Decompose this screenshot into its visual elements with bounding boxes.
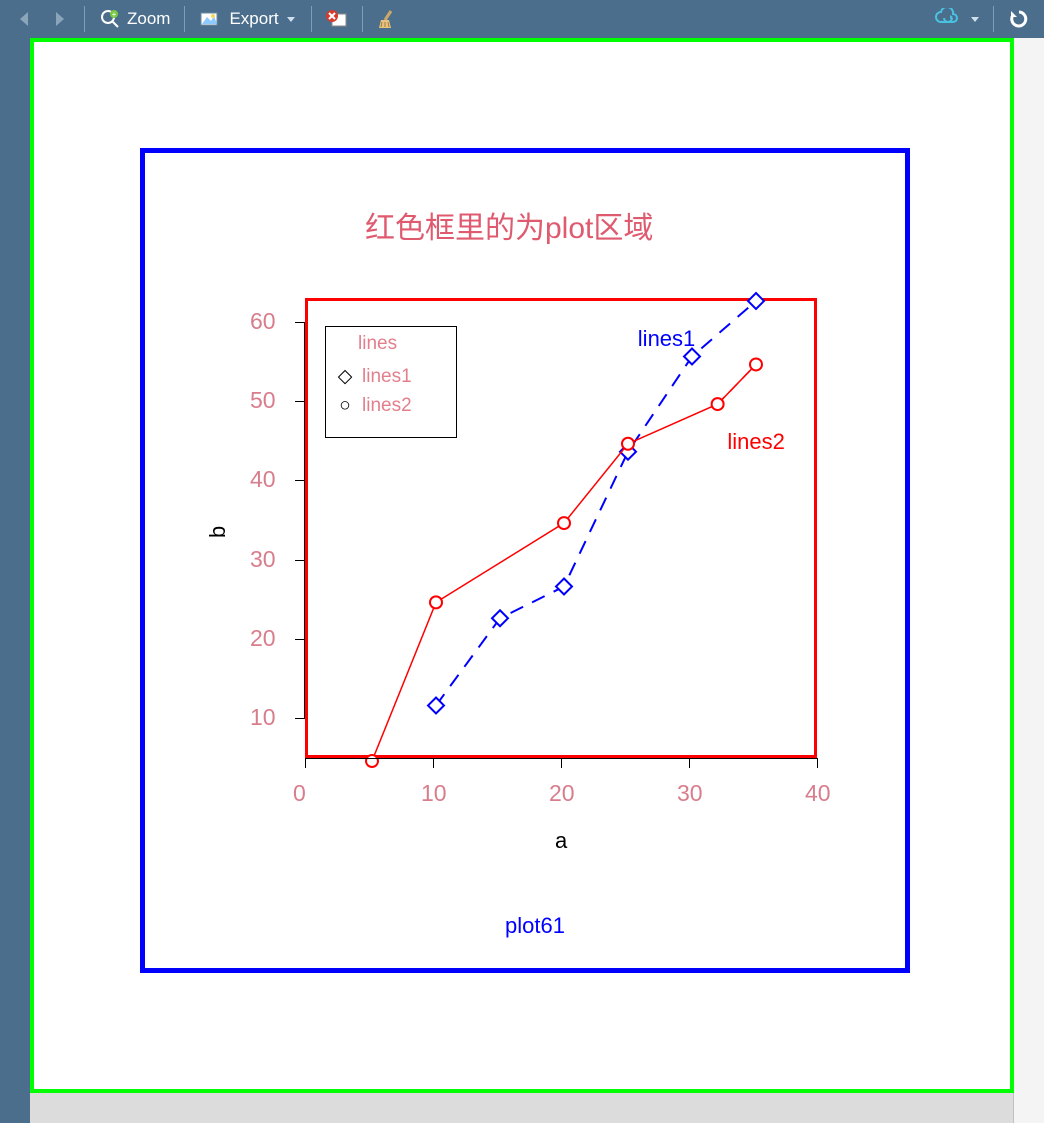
reload-button[interactable] [1002,4,1036,34]
diamond-icon: ◇ [336,365,354,388]
toolbar-separator [993,6,994,32]
plot-canvas: 红色框里的为plot区域 102030405060 010203040 a b … [30,38,1014,1093]
diamond-marker [556,579,572,595]
plot-title: 红色框里的为plot区域 [365,203,653,247]
series-line [436,301,756,705]
toolbar-separator [84,6,85,32]
y-tick-label: 20 [250,625,287,652]
legend-item: ◇ lines1 [336,365,412,388]
y-tick-label: 60 [250,308,287,335]
x-tick [689,758,690,768]
remove-plot-button[interactable] [320,4,354,34]
arrow-left-icon [14,8,36,30]
x-tick-label: 10 [421,780,447,807]
zoom-button[interactable]: + Zoom [93,4,176,34]
dropdown-icon [285,13,297,25]
y-axis-label: b [205,526,231,538]
arrow-right-icon [48,8,70,30]
export-icon [199,9,223,29]
legend-label: lines2 [362,395,412,417]
circle-marker [712,398,724,410]
x-tick [817,758,818,768]
zoom-label: Zoom [127,9,170,29]
circle-marker [622,438,634,450]
right-strip [1013,38,1044,1123]
x-tick [433,758,434,768]
legend-label: lines1 [362,366,412,388]
remove-icon [326,8,348,30]
export-label: Export [229,9,278,29]
diamond-marker [428,697,444,713]
y-tick-label: 30 [250,546,287,573]
legend-title: lines [358,333,397,355]
nav-back-button[interactable] [8,4,42,34]
x-tick-label: 20 [549,780,575,807]
export-button[interactable]: Export [193,4,302,34]
zoom-icon: + [99,8,121,30]
circle-icon: ○ [336,395,354,417]
nav-forward-button[interactable] [42,4,76,34]
series-inline-label: lines1 [638,326,695,352]
left-gutter [0,38,30,1123]
legend-box: lines ◇ lines1 ○ lines2 [325,326,457,438]
y-tick [295,718,305,719]
toolbar-separator [311,6,312,32]
x-tick [561,758,562,768]
series-inline-label: lines2 [727,429,784,455]
x-tick-label: 30 [677,780,703,807]
refresh-button[interactable] [929,4,965,34]
x-tick-label: 0 [293,780,306,807]
x-axis-label: a [555,828,567,854]
y-tick-label: 40 [250,466,287,493]
circle-marker [430,596,442,608]
refresh-cloud-icon [935,8,959,30]
dropdown-icon [969,13,981,25]
reload-icon [1008,8,1030,30]
broom-icon [377,8,399,30]
y-tick-label: 50 [250,387,287,414]
x-tick [305,758,306,768]
toolbar-separator [184,6,185,32]
circle-marker [750,358,762,370]
legend-item: ○ lines2 [336,395,412,417]
diamond-marker [492,610,508,626]
plot-toolbar: + Zoom Export [0,0,1044,38]
circle-marker [558,517,570,529]
x-tick-label: 40 [805,780,831,807]
circle-marker [366,755,378,767]
svg-text:+: + [112,10,117,19]
toolbar-separator [362,6,363,32]
plot-sub-label: plot61 [505,913,565,939]
y-tick-label: 10 [250,704,287,731]
clear-plots-button[interactable] [371,4,405,34]
